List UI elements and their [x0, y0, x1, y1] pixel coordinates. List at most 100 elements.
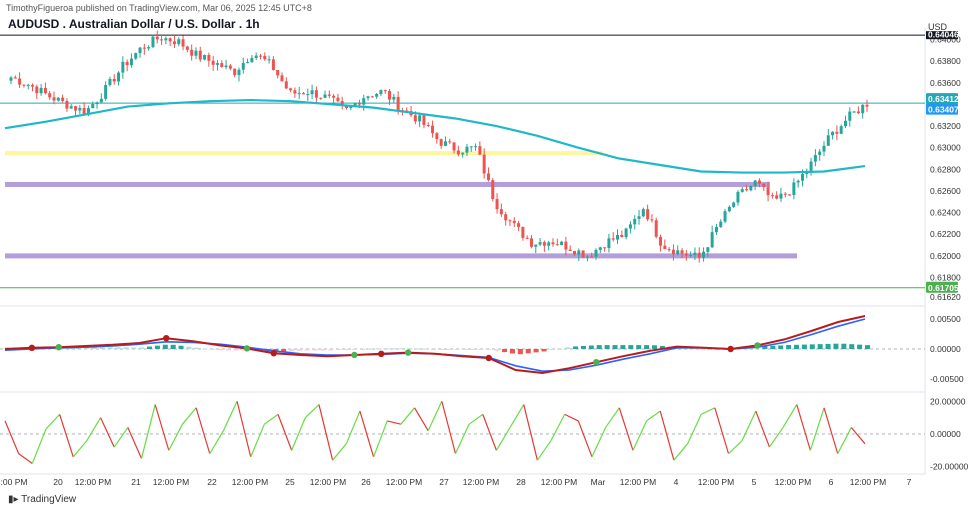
candle-body — [779, 193, 783, 199]
candle-body — [577, 250, 581, 255]
candle-body — [491, 180, 495, 200]
oscillator-segment — [209, 430, 224, 454]
macd-histogram-bar — [454, 349, 460, 350]
candle-body — [439, 139, 443, 146]
oscillator-segment — [45, 413, 61, 430]
macd-histogram-bar — [533, 349, 539, 353]
candle-body — [323, 94, 327, 98]
candle-body — [676, 250, 680, 255]
candle-body — [624, 228, 628, 238]
candle-body — [31, 84, 35, 87]
candle-body — [108, 78, 112, 86]
candle-body — [792, 182, 796, 196]
candle-body — [783, 193, 787, 195]
candle-body — [211, 60, 215, 65]
candle-body — [800, 174, 804, 181]
candle-body — [714, 226, 718, 233]
price-tick-label: 0.63200 — [930, 121, 961, 131]
publisher-line: TimothyFigueroa published on TradingView… — [6, 3, 312, 13]
macd-cross-dot — [163, 335, 170, 342]
oscillator-segment — [113, 427, 129, 448]
macd-histogram-bar — [68, 347, 74, 349]
macd-histogram-bar — [170, 344, 176, 349]
candle-body — [413, 115, 417, 122]
candle-body — [456, 150, 460, 155]
candle-body — [749, 185, 753, 191]
oscillator-segment — [250, 423, 265, 458]
candle-body — [82, 108, 86, 115]
candle-body — [134, 53, 138, 59]
oscillator-segment — [550, 414, 566, 441]
candle-body — [310, 90, 314, 95]
oscillator-segment — [414, 407, 429, 432]
candle-body — [388, 91, 392, 100]
time-tick-label: 5 — [752, 477, 757, 487]
candle-body — [646, 209, 650, 220]
macd-histogram-bar — [415, 348, 421, 350]
candle-body — [370, 96, 374, 98]
candle-body — [667, 249, 671, 251]
candle-body — [736, 191, 740, 203]
price-tick-label: 0.62200 — [930, 229, 961, 239]
chart-title: AUDUSD . Australian Dollar / U.S. Dollar… — [8, 17, 260, 31]
time-tick-label: 12:00 PM — [153, 477, 189, 487]
candle-body — [86, 108, 90, 115]
macd-cross-dot — [351, 351, 358, 359]
macd-histogram-bar — [699, 348, 705, 350]
candle-body — [693, 252, 697, 256]
candle-body — [422, 115, 426, 125]
candle-body — [560, 241, 564, 246]
time-tick-label: 21 — [131, 477, 141, 487]
time-tick-label: 12:00 PM — [620, 477, 656, 487]
macd-histogram-bar — [620, 345, 626, 349]
candle-body — [164, 38, 168, 41]
macd-histogram-bar — [99, 347, 105, 349]
macd-histogram-bar — [225, 349, 231, 351]
candle-body — [495, 199, 499, 210]
oscillator-segment — [850, 427, 866, 445]
time-tick-label: 27 — [439, 477, 449, 487]
candle-body — [706, 247, 710, 252]
price-tick-label: 0.61800 — [930, 273, 961, 283]
brand-text: TradingView — [21, 494, 77, 505]
candle-body — [18, 78, 22, 85]
currency-label: USD — [927, 22, 947, 32]
macd-histogram-bar — [557, 348, 563, 350]
candle-body — [637, 216, 641, 219]
candle-body — [48, 93, 52, 98]
candle-body — [671, 249, 675, 255]
oscillator-segment — [277, 414, 293, 451]
time-tick-label: 12:00 PM — [75, 477, 111, 487]
candle-body — [620, 235, 624, 238]
oscillator-segment — [468, 413, 484, 425]
candle-body — [504, 214, 508, 221]
candle-body — [633, 218, 637, 225]
candle-body — [91, 104, 95, 109]
candle-body — [276, 69, 280, 76]
candle-body — [104, 85, 108, 99]
macd-histogram-bar — [352, 349, 358, 350]
candle-body — [39, 87, 43, 94]
macd-histogram-bar — [628, 345, 634, 349]
price-label-text: 0.61705 — [928, 283, 959, 293]
candle-body — [99, 98, 103, 103]
candle-body — [280, 75, 284, 82]
macd-cross-dot — [243, 345, 251, 352]
candle-body — [426, 124, 430, 126]
macd-cross-dot — [754, 342, 761, 349]
macd-histogram-bar — [139, 347, 145, 349]
macd-histogram-bar — [786, 345, 792, 349]
candle-body — [607, 238, 611, 249]
candle-body — [396, 96, 400, 111]
candle-body — [121, 61, 125, 73]
macd-histogram-bar — [509, 349, 515, 354]
macd-histogram-bar — [470, 349, 476, 350]
candle-body — [762, 183, 766, 188]
oscillator-segment — [796, 404, 811, 451]
oscillator-segment — [181, 407, 197, 425]
macd-histogram-bar — [817, 344, 823, 349]
candle-body — [852, 111, 856, 113]
oscillator-segment — [837, 427, 852, 454]
macd-histogram-bar — [328, 349, 334, 351]
